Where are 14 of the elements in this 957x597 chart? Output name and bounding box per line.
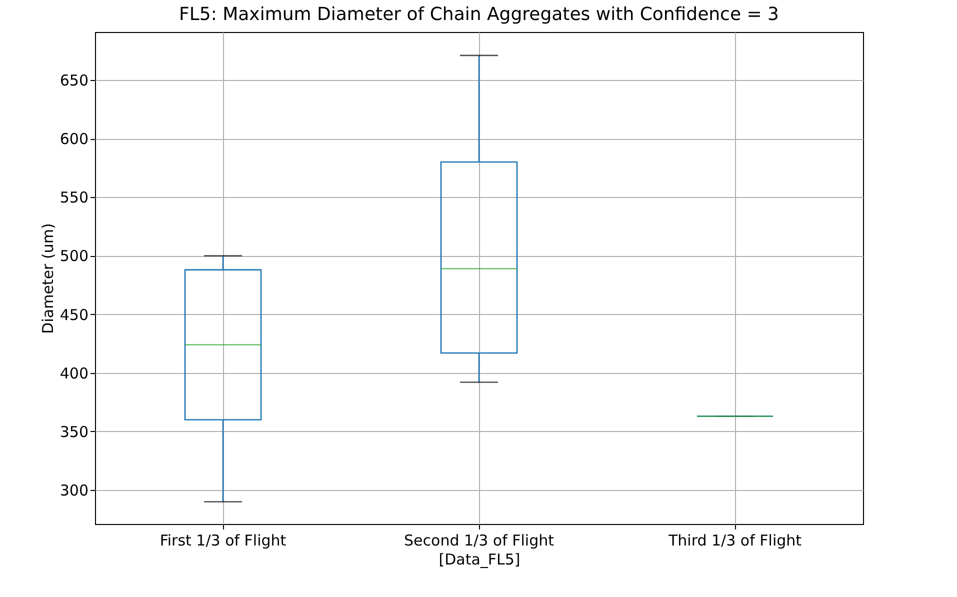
x-axis-title: [Data_FL5] [438, 550, 520, 568]
y-tick-label: 300 [60, 482, 88, 500]
y-tick-label: 600 [60, 130, 88, 148]
y-tick-label: 650 [60, 72, 88, 90]
y-tick-label: 500 [60, 247, 88, 266]
chart-title: FL5: Maximum Diameter of Chain Aggregates with Confidence = 3 [178, 4, 780, 25]
y-tick-label: 400 [60, 364, 88, 382]
x-tick-label: First 1/3 of Flight [160, 532, 286, 550]
y-tick-label: 550 [60, 188, 88, 207]
y-tick-label: 450 [60, 306, 88, 324]
y-axis-title: Diameter (um) [38, 223, 57, 334]
x-tick-label: Second 1/3 of Flight [404, 532, 554, 550]
y-tick-label: 350 [60, 422, 88, 441]
x-tick-label: Third 1/3 of Flight [667, 532, 802, 550]
